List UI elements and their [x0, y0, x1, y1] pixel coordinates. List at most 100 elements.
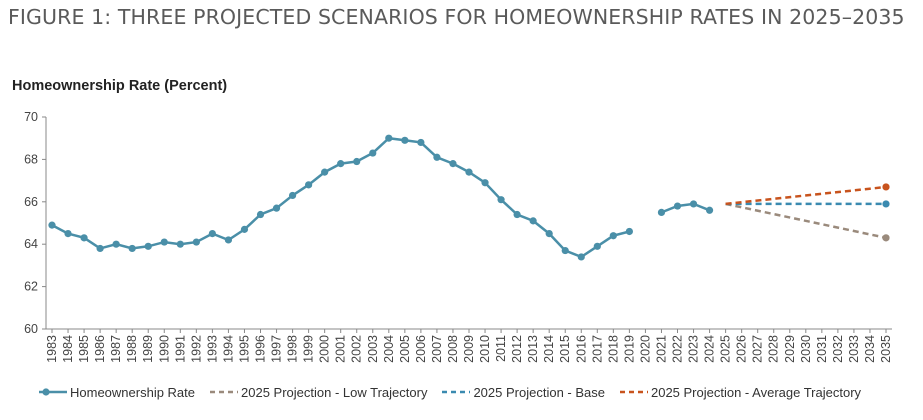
series-1	[725, 202, 890, 242]
x-tick-label: 2023	[687, 335, 701, 363]
y-tick-label: 66	[24, 195, 38, 209]
data-point	[689, 200, 698, 208]
data-point	[529, 217, 537, 225]
data-point	[545, 230, 553, 238]
data-point	[160, 238, 168, 246]
data-point	[449, 160, 457, 168]
data-point	[256, 210, 265, 219]
data-point	[625, 227, 633, 236]
x-tick-label: 1983	[45, 335, 59, 363]
x-tick-label: 2013	[526, 335, 540, 363]
data-point	[385, 134, 393, 142]
x-tick-label: 2015	[558, 335, 572, 363]
data-point	[80, 234, 88, 242]
x-tick-label: 2006	[414, 335, 428, 363]
y-tick-label: 62	[24, 280, 38, 294]
legend-item: Homeownership Rate	[38, 385, 195, 400]
x-tick-label: 2022	[671, 335, 685, 363]
series-3	[725, 183, 890, 206]
data-point	[609, 232, 617, 240]
y-tick-label: 70	[24, 110, 38, 124]
x-tick-label: 2028	[767, 335, 781, 363]
x-tick-label: 2010	[478, 335, 492, 363]
y-axis-label: Homeownership Rate (Percent)	[12, 78, 228, 94]
x-tick-label: 2011	[494, 335, 508, 362]
series-line	[661, 202, 711, 214]
data-point	[240, 225, 249, 233]
x-tick-label: 2004	[382, 335, 396, 363]
x-tick-label: 1998	[286, 335, 300, 363]
data-point	[48, 221, 56, 229]
legend-swatch	[442, 390, 471, 394]
x-tick-label: 2035	[879, 335, 893, 363]
data-point	[353, 157, 361, 166]
x-tick-label: 2025	[719, 335, 733, 363]
legend-label: 2025 Projection - Base	[473, 384, 605, 400]
data-point	[176, 240, 184, 248]
x-tick-label: 1999	[302, 335, 316, 363]
data-point	[288, 191, 297, 200]
x-tick-label: 1987	[109, 335, 123, 363]
data-point	[417, 138, 425, 147]
x-tick-label: 2032	[831, 335, 845, 363]
data-point	[497, 196, 505, 204]
data-point	[112, 240, 120, 248]
y-tick-label: 64	[24, 237, 38, 251]
data-point	[673, 202, 682, 210]
x-tick-label: 2021	[654, 335, 668, 363]
x-tick-label: 2012	[510, 335, 524, 363]
x-tick-label: 2017	[590, 335, 604, 363]
data-point	[433, 153, 441, 161]
x-tick-label: 1984	[61, 335, 75, 363]
x-tick-label: 1997	[270, 335, 284, 363]
data-point	[561, 246, 569, 255]
x-tick-label: 2016	[574, 335, 588, 363]
data-point	[321, 168, 329, 176]
data-point	[224, 236, 233, 244]
legend-item: 2025 Projection - Base	[441, 385, 605, 400]
x-tick-label: 1991	[173, 335, 187, 363]
x-tick-label: 2007	[430, 335, 444, 363]
data-point	[465, 168, 473, 176]
series-0	[48, 134, 714, 261]
x-tick-label: 1989	[141, 335, 155, 363]
legend-item: 2025 Projection - Low Trajectory	[209, 385, 427, 400]
x-tick-label: 1988	[125, 335, 139, 363]
x-tick-label: 2027	[751, 335, 765, 363]
data-point	[144, 242, 152, 250]
x-tick-label: 2018	[606, 335, 620, 363]
x-tick-label: 1996	[254, 335, 268, 363]
data-point	[272, 204, 281, 212]
legend-label: Homeownership Rate	[70, 384, 196, 400]
data-point	[192, 238, 200, 246]
x-tick-label: 2001	[334, 335, 348, 363]
y-tick-label: 68	[24, 152, 38, 166]
data-point	[705, 206, 714, 214]
data-point	[64, 230, 72, 238]
x-tick-label: 2002	[350, 335, 364, 363]
x-tick-label: 1986	[93, 335, 107, 363]
x-tick-label: 1990	[157, 335, 171, 363]
x-tick-label: 1994	[221, 335, 235, 363]
x-tick-label: 1985	[77, 335, 91, 363]
legend-swatch	[619, 390, 648, 394]
series-line	[725, 185, 887, 206]
x-tick-label: 2005	[398, 335, 412, 363]
x-tick-label: 1995	[237, 335, 251, 363]
x-tick-label: 2000	[318, 335, 332, 363]
data-point	[369, 149, 377, 157]
data-point	[481, 179, 489, 187]
data-point	[208, 230, 216, 238]
data-point	[657, 208, 666, 216]
series-line	[725, 202, 887, 240]
endpoint-marker	[882, 183, 890, 191]
x-tick-label: 2020	[638, 335, 652, 363]
x-tick-label: 2030	[799, 335, 813, 363]
data-point	[337, 160, 345, 168]
series-line	[51, 136, 630, 259]
chart-legend: Homeownership Rate 2025 Projection - Low …	[38, 381, 918, 403]
x-tick-label: 2008	[446, 335, 460, 363]
x-tick-label: 1993	[205, 335, 219, 363]
endpoint-marker	[882, 200, 890, 208]
chart-axes: 60 62 64 66 68 70 1983 1984 1985 1986 1987 1988 1989…	[24, 110, 893, 363]
